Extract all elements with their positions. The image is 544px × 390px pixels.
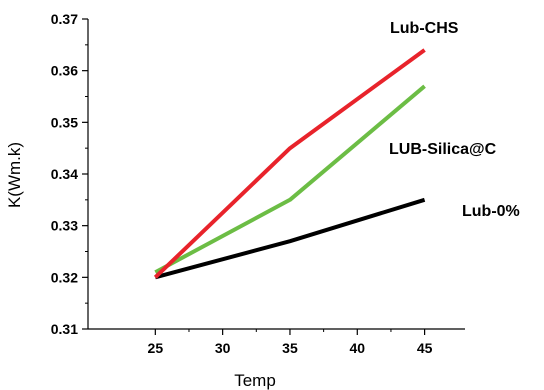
series-labels: Lub-CHS LUB-Silica@C Lub-0%	[389, 20, 520, 220]
x-tick-label: 30	[215, 340, 231, 356]
y-tick-label: 0.35	[51, 114, 78, 130]
x-tick-label: 45	[417, 340, 433, 356]
series-label-lub-chs: Lub-CHS	[390, 20, 459, 37]
series-label-lub-0: Lub-0%	[462, 203, 520, 220]
series-lines	[153, 48, 426, 280]
axes	[87, 19, 465, 330]
series-line-lub-0	[154, 197, 426, 280]
y-axis-title: K(Wm.k)	[5, 142, 24, 208]
y-tick-label: 0.37	[51, 11, 78, 27]
x-axis-title: Temp	[234, 371, 276, 390]
y-tick-label: 0.33	[51, 218, 78, 234]
y-tick-label: 0.36	[51, 63, 78, 79]
series-line-lub-silica-c	[154, 84, 426, 274]
series-label-lub-silica-c: LUB-Silica@C	[389, 141, 497, 158]
x-tick-label: 35	[282, 340, 298, 356]
y-tick-label: 0.31	[51, 321, 78, 337]
y-tick-label: 0.32	[51, 269, 78, 285]
x-tick-label: 40	[349, 340, 365, 356]
series-line-lub-chs	[153, 48, 426, 279]
ticks: 0.31 0.32 0.33 0.34 0.35 0.36 0.37 25 30 35 40 45	[51, 11, 433, 356]
x-tick-label: 25	[148, 340, 164, 356]
y-tick-label: 0.34	[51, 166, 78, 182]
